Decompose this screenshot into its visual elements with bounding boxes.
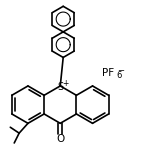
Text: −: − — [117, 66, 124, 75]
Text: +: + — [62, 79, 68, 87]
Text: PF: PF — [102, 68, 115, 78]
Text: 6: 6 — [117, 71, 122, 80]
Text: S: S — [57, 82, 63, 92]
Text: O: O — [56, 134, 64, 144]
